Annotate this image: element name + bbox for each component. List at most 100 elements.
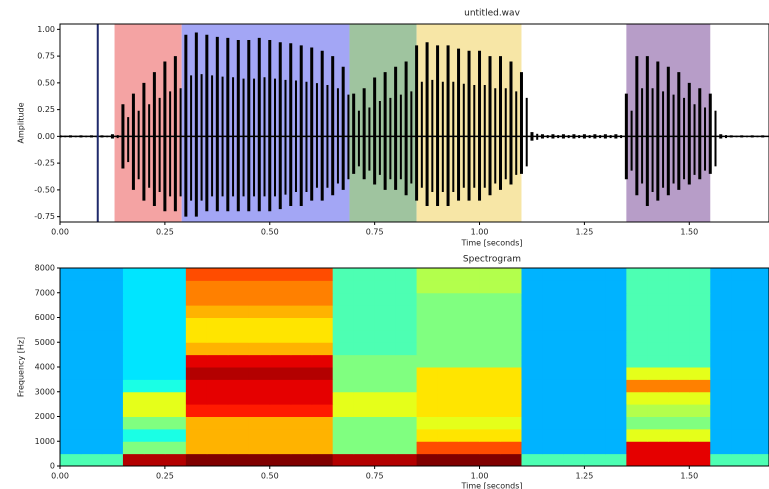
spectrogram-cell: [290, 354, 313, 368]
spectrogram-cell: [374, 428, 397, 442]
spectrogram-cell: [395, 367, 418, 380]
y-tick-label: 4000: [35, 363, 55, 372]
spectrogram-cell: [164, 280, 187, 294]
spectrogram-cell: [542, 428, 564, 442]
spectrogram-cell: [269, 416, 292, 430]
spectrogram-cell: [458, 441, 481, 455]
spectrogram-cell: [752, 416, 769, 430]
spectrogram-cell: [80, 379, 103, 393]
spectrogram-cell: [437, 379, 460, 393]
spectrogram-cell: [437, 391, 460, 405]
spectrogram-cell: [710, 367, 732, 380]
spectrogram-cell: [626, 354, 648, 368]
spectrogram-cell: [374, 292, 397, 306]
spectrogram-cell: [689, 317, 711, 331]
spectrogram-cell: [80, 404, 103, 417]
spectrogram-cell: [80, 292, 103, 306]
spectrogram-cell: [521, 428, 543, 442]
spectrogram-cell: [458, 329, 481, 343]
spectrogram-cell: [60, 292, 82, 306]
spectrogram-cell: [143, 354, 166, 368]
spectrogram-cell: [60, 453, 82, 466]
spectrogram-cell: [479, 305, 502, 318]
spectrogram-cell: [458, 404, 481, 417]
spectrogram-cell: [395, 354, 418, 368]
y-tick-label: -0.25: [34, 159, 55, 168]
spectrogram-cell: [101, 367, 124, 380]
y-tick-label: 2000: [35, 412, 55, 421]
spectrogram-cell: [395, 280, 418, 294]
spectrogram-cell: [605, 329, 627, 343]
spectrogram-cell: [710, 305, 732, 318]
spectrogram-cell: [605, 268, 627, 281]
spectrogram-cell: [206, 268, 229, 281]
spectrogram-cell: [542, 391, 564, 405]
spectrogram-cell: [752, 280, 769, 294]
spectrogram-cell: [458, 305, 481, 318]
spectrogram-cell: [374, 317, 397, 331]
spectrogram-cell: [143, 342, 166, 356]
spectrogram-cell: [332, 342, 355, 356]
spectrogram-cell: [668, 342, 690, 356]
spectrogram-cell: [647, 391, 669, 405]
spectrogram-cell: [521, 342, 543, 356]
spectrogram-cell: [584, 354, 606, 368]
spectrogram-cell: [710, 391, 732, 405]
spectrogram-cell: [584, 317, 606, 331]
spectrogram-cell: [752, 292, 769, 306]
spectrogram-cell: [374, 342, 397, 356]
spectrogram-cell: [710, 342, 732, 356]
spectrogram-cell: [437, 292, 460, 306]
spectrogram-cell: [395, 305, 418, 318]
spectrogram-cell: [563, 416, 585, 430]
spectrogram-cell: [437, 404, 460, 417]
spectrogram-cell: [227, 441, 250, 455]
spectrogram-cell: [563, 292, 585, 306]
spectrogram-cell: [521, 367, 543, 380]
spectrogram-cell: [269, 428, 292, 442]
spectrogram-cell: [80, 391, 103, 405]
spectrogram-cell: [290, 428, 313, 442]
spectrogram-cell: [542, 379, 564, 393]
spectrogram-cell: [647, 317, 669, 331]
spectrogram-cell: [500, 453, 522, 466]
spectrogram-cell: [500, 354, 522, 368]
spectrogram-cell: [332, 305, 355, 318]
spectrogram-cell: [626, 292, 648, 306]
spectrogram-cell: [122, 428, 145, 442]
spectrogram-cell: [290, 305, 313, 318]
spectrogram-cell: [353, 391, 376, 405]
spectrogram-cell: [437, 329, 460, 343]
spectrogram-cell: [227, 280, 250, 294]
spectrogram-cell: [689, 428, 711, 442]
spectrogram-cell: [668, 292, 690, 306]
spectrogram-cell: [479, 342, 502, 356]
spectrogram-cell: [185, 354, 208, 368]
spectrogram-cell: [500, 342, 522, 356]
spectrogram-cell: [458, 453, 481, 466]
spectrogram-cell: [80, 441, 103, 455]
spectrogram-cell: [60, 268, 82, 281]
spectrogram-cell: [479, 379, 502, 393]
spectrogram-cell: [395, 292, 418, 306]
spectrogram-cell: [584, 342, 606, 356]
spectrogram-cell: [290, 292, 313, 306]
spectrogram-cell: [311, 268, 334, 281]
spectrogram-cell: [626, 391, 648, 405]
spectrogram-cell: [143, 292, 166, 306]
spectrogram-cell: [332, 404, 355, 417]
x-tick-label: 0.50: [261, 472, 279, 481]
spectrogram-cell: [605, 391, 627, 405]
y-tick-label: 1000: [35, 437, 55, 446]
spectrogram-cell: [458, 317, 481, 331]
y-tick-label: 5000: [35, 338, 55, 347]
x-tick-label: 1.50: [680, 472, 698, 481]
spectrogram-cell: [710, 268, 732, 281]
plot-area: [60, 268, 769, 466]
x-axis-label: Time [seconds]: [460, 482, 522, 489]
spectrogram-cell: [731, 441, 753, 455]
spectrogram-cell: [164, 416, 187, 430]
spectrogram-cell: [143, 428, 166, 442]
spectrogram-cell: [563, 428, 585, 442]
